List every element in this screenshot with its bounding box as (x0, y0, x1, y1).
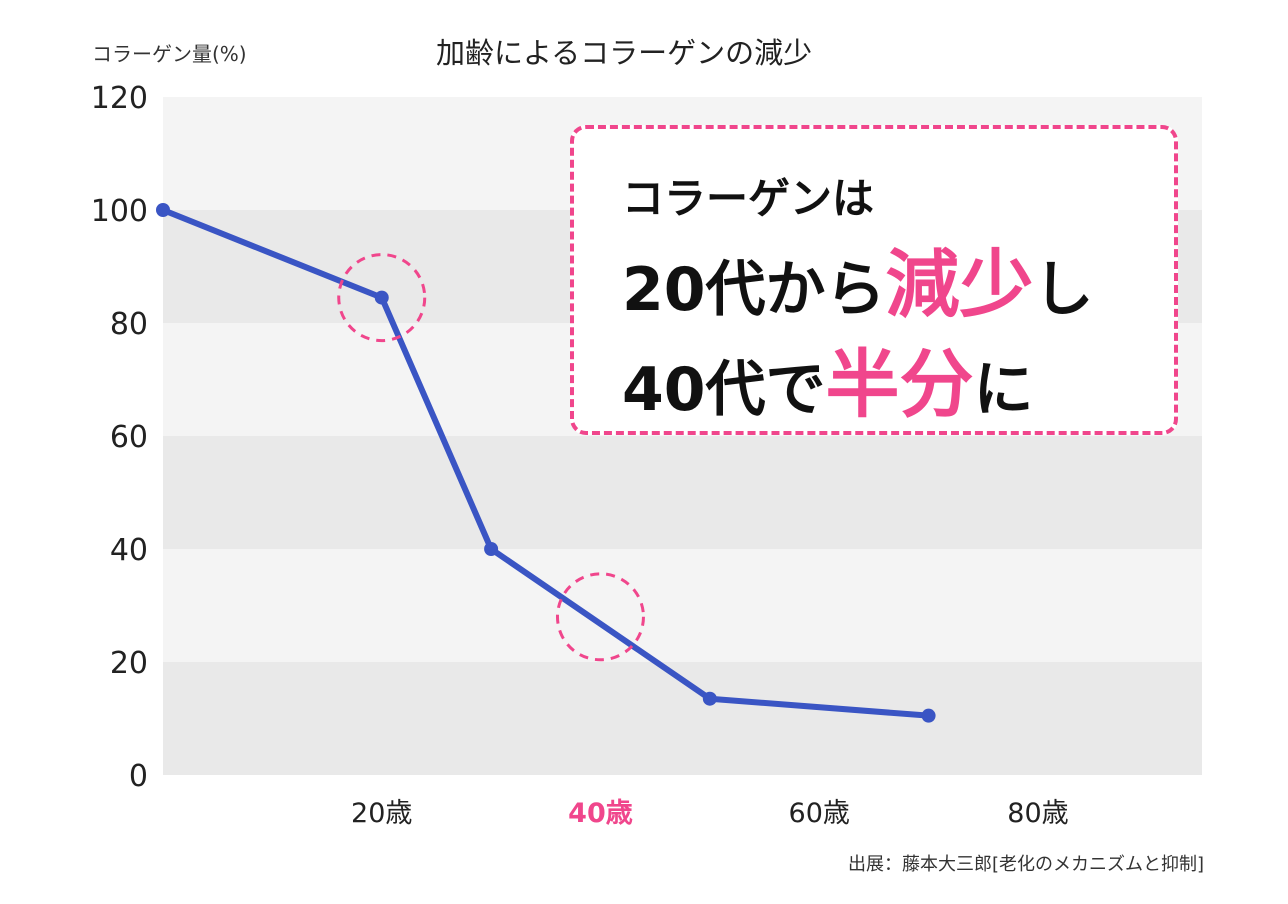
y-tick-label: 40 (110, 533, 148, 568)
x-tick-label: 80歳 (1007, 798, 1068, 829)
grid-band (163, 549, 1202, 662)
y-tick-label: 100 (91, 194, 148, 229)
highlight-circle (555, 572, 645, 662)
callout-text: に (973, 355, 1034, 425)
data-point (156, 203, 170, 217)
callout-box: コラーゲンは 20代から減少し 40代で半分に (570, 125, 1178, 435)
y-tick-label: 60 (110, 420, 148, 455)
callout-text: し (1033, 255, 1094, 325)
highlight-circle (337, 253, 427, 343)
callout-text: コラーゲンは (622, 174, 875, 223)
data-point (702, 691, 717, 706)
callout-highlight-decrease: 減少 (885, 242, 1034, 328)
callout-highlight-half: 半分 (825, 342, 974, 428)
source-note: 出展：藤本大三郎[老化のメカニズムと抑制] (847, 854, 1204, 875)
callout-line-2: 20代から減少し (622, 225, 1094, 332)
grid-band (163, 436, 1202, 549)
data-point (484, 542, 499, 556)
y-tick-label: 20 (110, 646, 148, 681)
callout-line-3: 40代で半分に (622, 325, 1034, 432)
y-tick-label: 120 (91, 81, 148, 116)
callout-line-1: コラーゲンは (622, 165, 874, 226)
chart-title: 加齢によるコラーゲンの減少 (436, 36, 813, 70)
callout-text: 40代で (622, 355, 826, 425)
x-tick-label: 20歳 (351, 798, 412, 829)
y-tick-label: 80 (110, 307, 148, 342)
y-tick-label: 0 (129, 759, 148, 794)
y-axis-label: コラーゲン量(%) (92, 42, 247, 66)
x-tick-label: 60歳 (789, 798, 850, 829)
data-point (374, 290, 389, 305)
callout-text: 20代から (622, 255, 886, 325)
x-tick-label: 40歳 (568, 798, 633, 829)
data-point (921, 708, 936, 723)
